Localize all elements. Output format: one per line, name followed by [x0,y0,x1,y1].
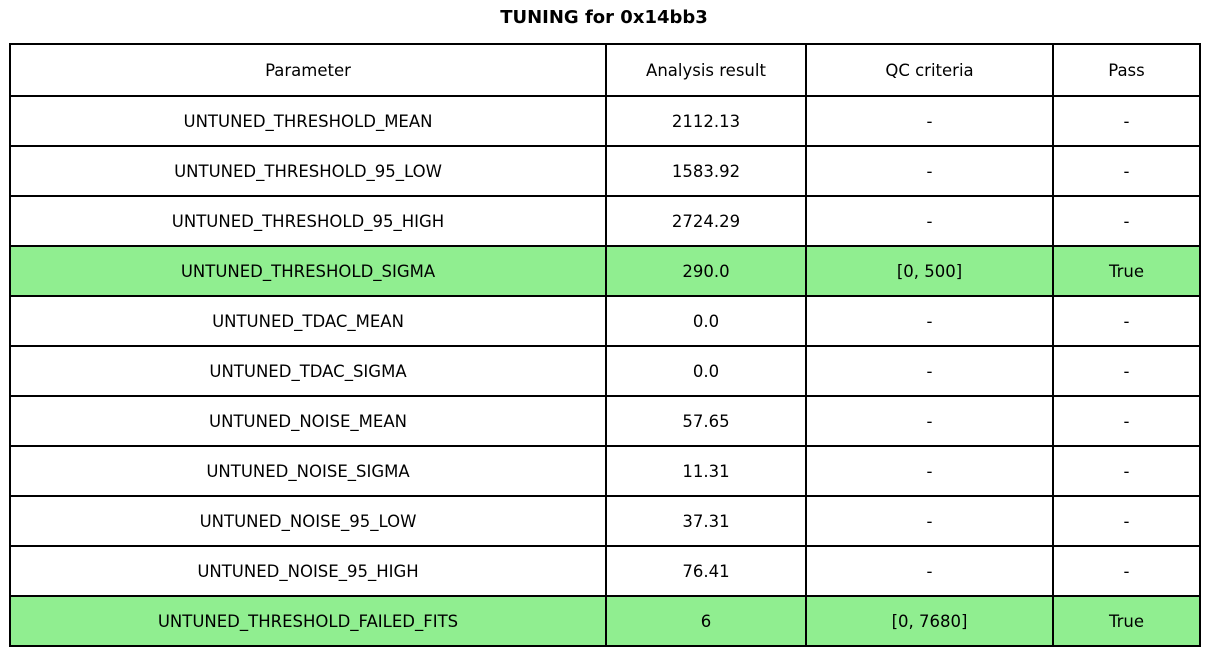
pass-cell: - [1052,145,1201,197]
parameter-cell: UNTUNED_THRESHOLD_FAILED_FITS [9,595,607,647]
table-row: UNTUNED_NOISE_MEAN 57.65 - - [9,395,1201,447]
qc-criteria-cell: - [805,295,1054,347]
qc-criteria-cell: - [805,445,1054,497]
parameter-cell: UNTUNED_TDAC_MEAN [9,295,607,347]
pass-cell: - [1052,345,1201,397]
qc-criteria-cell: - [805,345,1054,397]
parameter-cell: UNTUNED_NOISE_95_LOW [9,495,607,547]
parameter-cell: UNTUNED_NOISE_SIGMA [9,445,607,497]
parameter-cell: UNTUNED_THRESHOLD_MEAN [9,95,607,147]
column-header-parameter: Parameter [9,43,607,97]
analysis-result-cell: 57.65 [605,395,807,447]
pass-cell: - [1052,445,1201,497]
analysis-result-cell: 0.0 [605,295,807,347]
tuning-results-table: Parameter Analysis result QC criteria Pa… [9,43,1201,647]
qc-criteria-cell: - [805,545,1054,597]
analysis-result-cell: 37.31 [605,495,807,547]
table-row: UNTUNED_NOISE_95_HIGH 76.41 - - [9,545,1201,597]
page-title: TUNING for 0x14bb3 [500,7,708,28]
column-header-qc-criteria: QC criteria [805,43,1054,97]
table-row: UNTUNED_THRESHOLD_95_HIGH 2724.29 - - [9,195,1201,247]
table-row: UNTUNED_THRESHOLD_95_LOW 1583.92 - - [9,145,1201,197]
qc-criteria-cell: [0, 500] [805,245,1054,297]
qc-criteria-cell: [0, 7680] [805,595,1054,647]
analysis-result-cell: 11.31 [605,445,807,497]
parameter-cell: UNTUNED_THRESHOLD_SIGMA [9,245,607,297]
table-row: UNTUNED_TDAC_MEAN 0.0 - - [9,295,1201,347]
parameter-cell: UNTUNED_NOISE_95_HIGH [9,545,607,597]
column-header-pass: Pass [1052,43,1201,97]
analysis-result-cell: 0.0 [605,345,807,397]
pass-cell: - [1052,195,1201,247]
qc-criteria-cell: - [805,195,1054,247]
parameter-cell: UNTUNED_THRESHOLD_95_LOW [9,145,607,197]
analysis-result-cell: 2724.29 [605,195,807,247]
analysis-result-cell: 2112.13 [605,95,807,147]
qc-criteria-cell: - [805,395,1054,447]
pass-cell: True [1052,245,1201,297]
qc-criteria-cell: - [805,145,1054,197]
pass-cell: - [1052,395,1201,447]
qc-criteria-cell: - [805,495,1054,547]
pass-cell: True [1052,595,1201,647]
parameter-cell: UNTUNED_THRESHOLD_95_HIGH [9,195,607,247]
table-row: UNTUNED_THRESHOLD_MEAN 2112.13 - - [9,95,1201,147]
column-header-analysis-result: Analysis result [605,43,807,97]
table-row: UNTUNED_TDAC_SIGMA 0.0 - - [9,345,1201,397]
table-header-row: Parameter Analysis result QC criteria Pa… [9,43,1201,97]
pass-cell: - [1052,295,1201,347]
table-row: UNTUNED_NOISE_95_LOW 37.31 - - [9,495,1201,547]
pass-cell: - [1052,495,1201,547]
analysis-result-cell: 6 [605,595,807,647]
table-row: UNTUNED_THRESHOLD_FAILED_FITS 6 [0, 7680… [9,595,1201,647]
qc-criteria-cell: - [805,95,1054,147]
table-row: UNTUNED_THRESHOLD_SIGMA 290.0 [0, 500] T… [9,245,1201,297]
pass-cell: - [1052,95,1201,147]
parameter-cell: UNTUNED_TDAC_SIGMA [9,345,607,397]
analysis-result-cell: 76.41 [605,545,807,597]
analysis-result-cell: 290.0 [605,245,807,297]
pass-cell: - [1052,545,1201,597]
table-row: UNTUNED_NOISE_SIGMA 11.31 - - [9,445,1201,497]
analysis-result-cell: 1583.92 [605,145,807,197]
parameter-cell: UNTUNED_NOISE_MEAN [9,395,607,447]
